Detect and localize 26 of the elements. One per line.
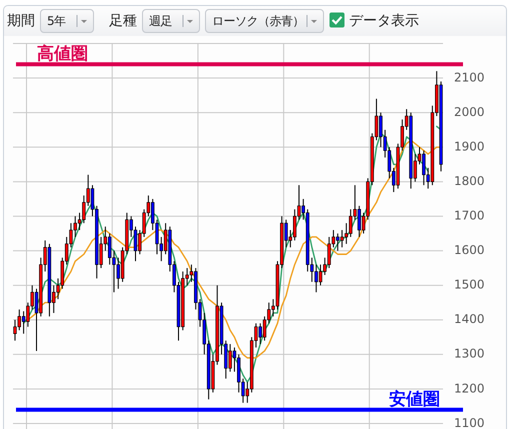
y-tick-label: 1800 bbox=[454, 174, 485, 188]
y-tick-label: 1700 bbox=[454, 208, 485, 223]
ref-line-label: 安値圏 bbox=[389, 390, 440, 410]
y-tick-label: 1500 bbox=[454, 278, 485, 292]
dropdown: 5年 bbox=[40, 9, 94, 33]
candlestick bbox=[318, 264, 322, 286]
candlestick bbox=[340, 230, 344, 248]
text: 足種 bbox=[109, 12, 137, 31]
y-tick-label: 1600 bbox=[454, 243, 485, 258]
y-tick-label: 2100 bbox=[454, 70, 485, 84]
line-series bbox=[27, 140, 442, 359]
candlestick bbox=[327, 236, 331, 269]
y-tick-label: 1900 bbox=[454, 139, 485, 154]
y-tick-label: 1200 bbox=[454, 381, 485, 396]
text: データ表示 bbox=[349, 12, 419, 31]
dropdown: 週足 bbox=[142, 9, 200, 33]
text: 期間 bbox=[7, 12, 35, 31]
candlestick bbox=[348, 208, 352, 238]
candlestick bbox=[228, 344, 232, 372]
y-tick-label: 2000 bbox=[454, 104, 485, 119]
ref-line-label: 高値圏 bbox=[37, 44, 88, 64]
y-tick-label: 1100 bbox=[454, 416, 485, 429]
candlestick bbox=[108, 233, 112, 266]
dropdown: ローソク（赤青） bbox=[205, 9, 324, 33]
y-tick-label: 1300 bbox=[454, 346, 485, 361]
y-tick-label: 1400 bbox=[454, 312, 485, 326]
